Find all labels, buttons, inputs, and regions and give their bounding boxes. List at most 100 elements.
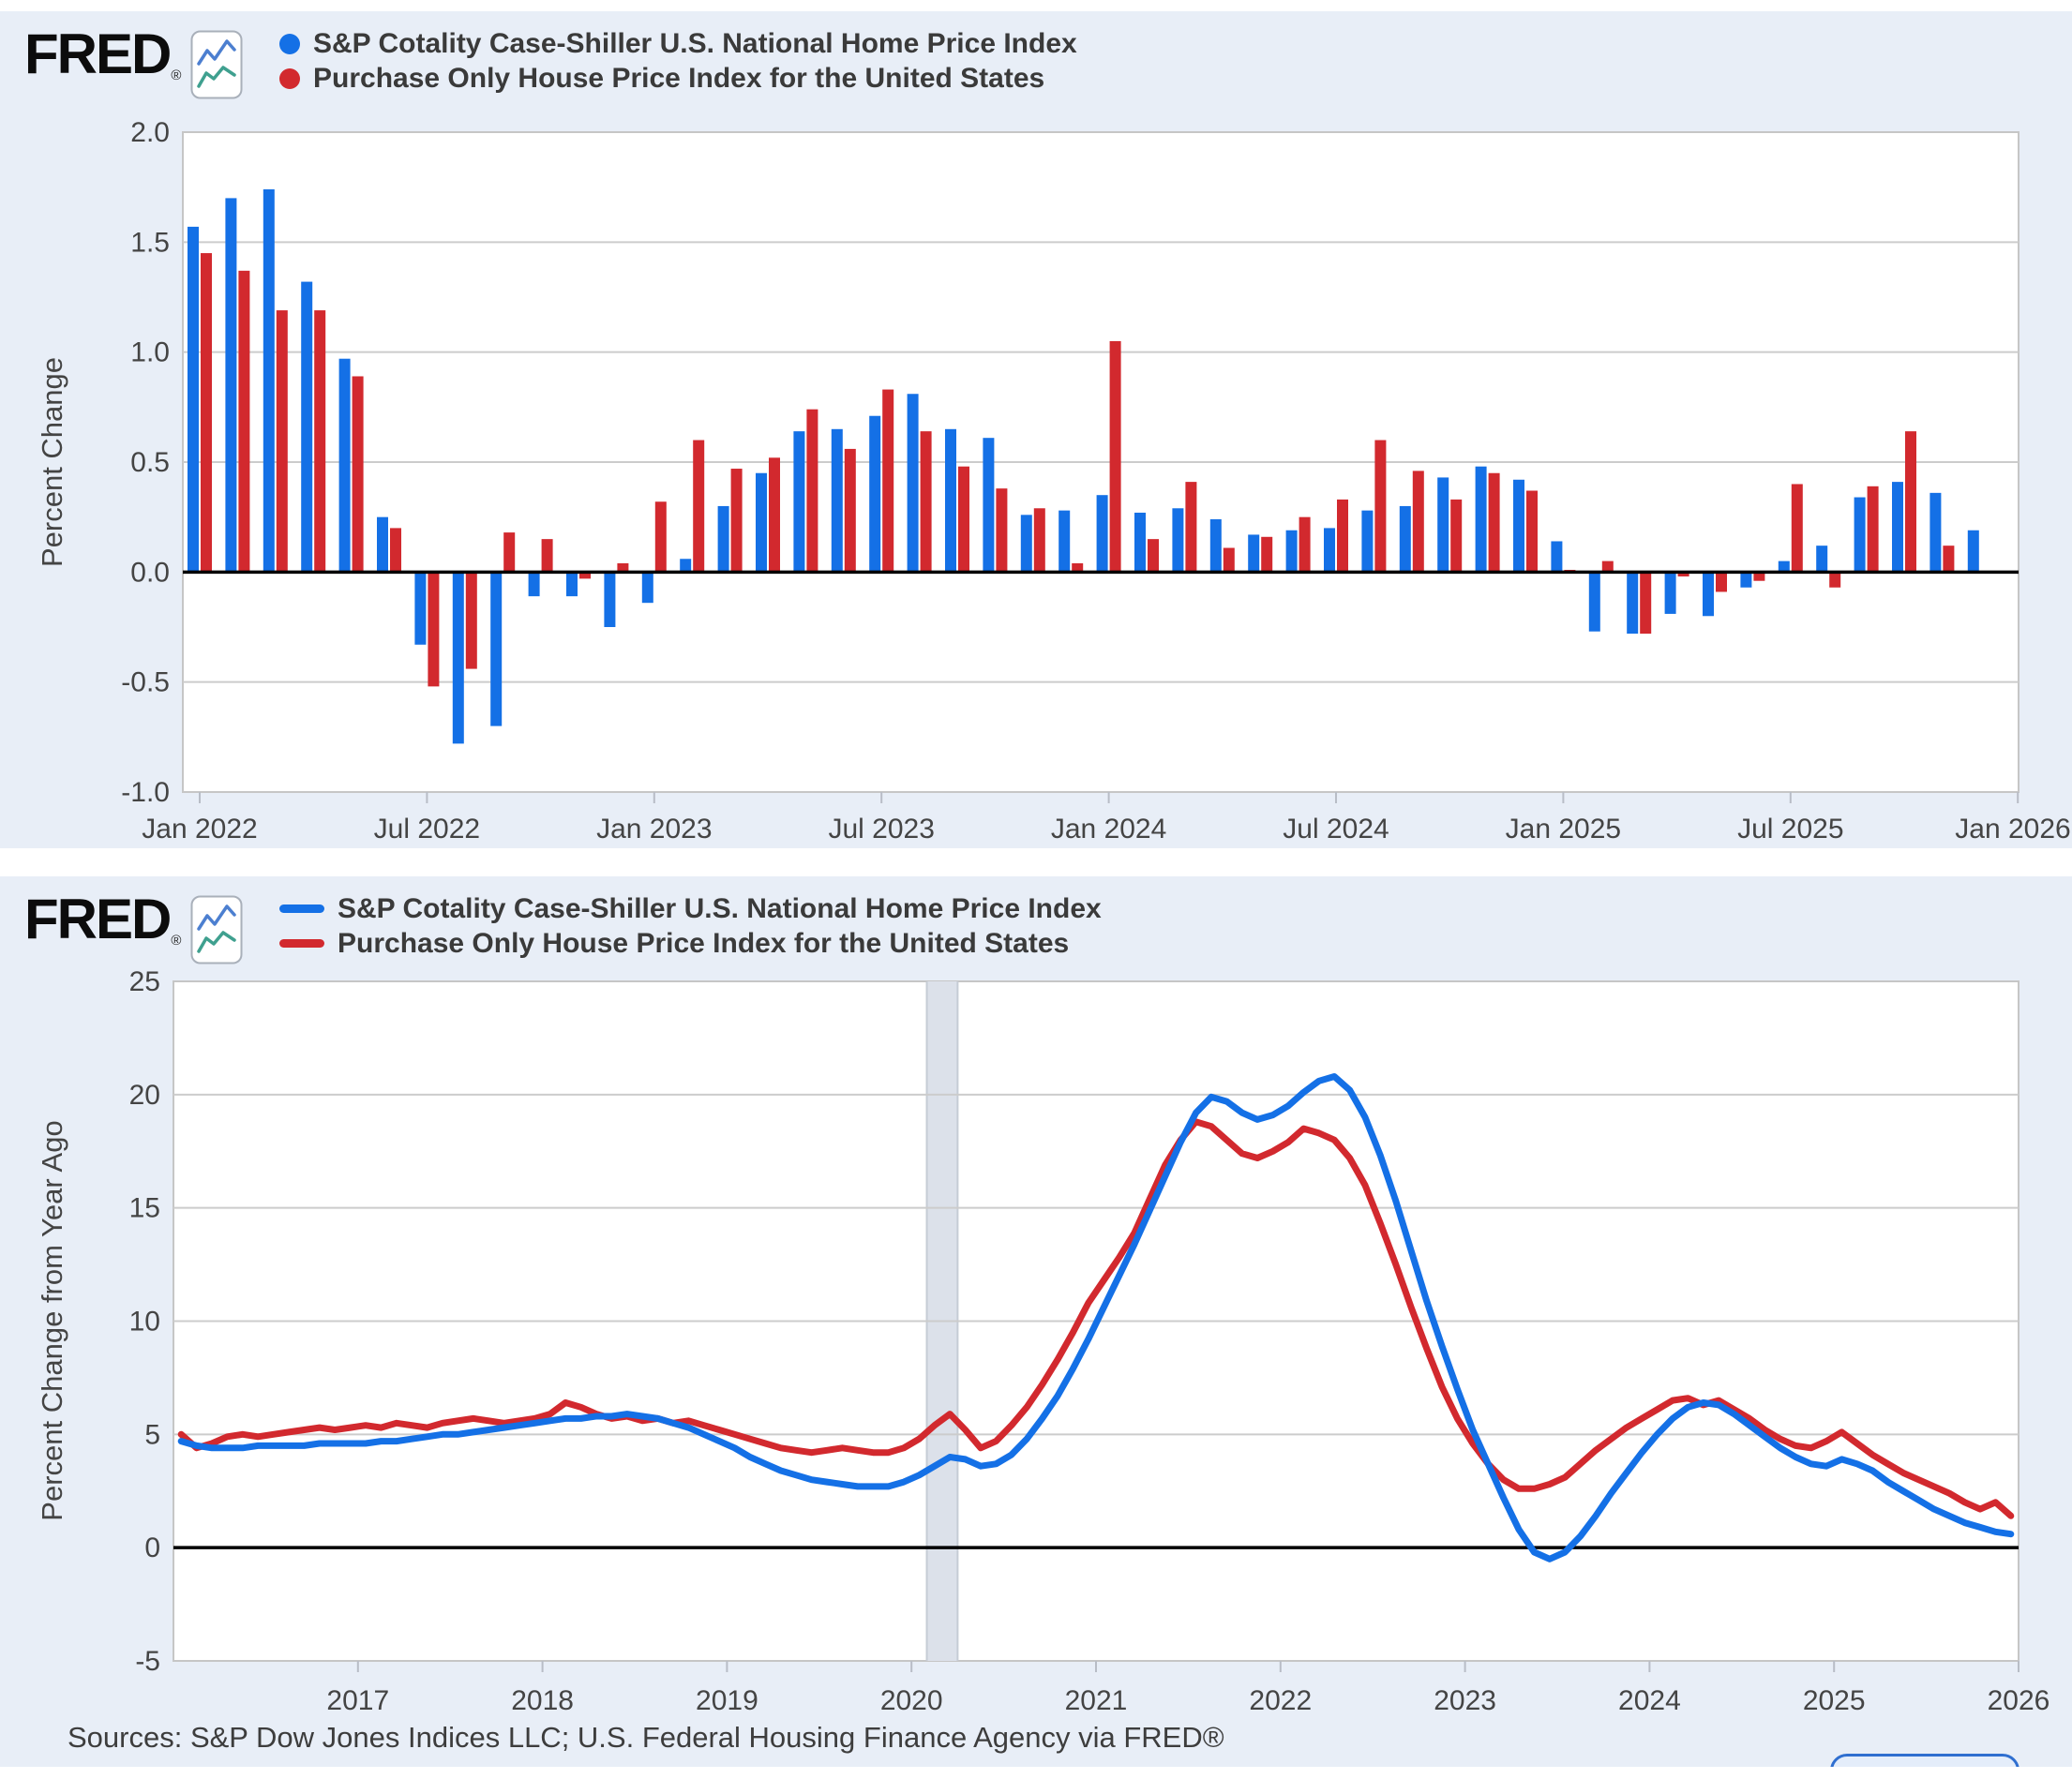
svg-text:0.0: 0.0 (130, 557, 170, 588)
bar (352, 376, 364, 573)
fred-logo: FRED ® (24, 26, 243, 99)
fred-logo-text: FRED (24, 22, 172, 85)
bar (654, 501, 667, 573)
svg-text:Jul 2024: Jul 2024 (1283, 814, 1389, 845)
series2-label: Purchase Only House Price Index for the … (313, 62, 1045, 94)
bar (1096, 495, 1108, 573)
series1-label: S&P Cotality Case-Shiller U.S. National … (313, 27, 1077, 59)
bar (1664, 572, 1676, 614)
bar (1223, 547, 1235, 573)
bar (1601, 561, 1614, 573)
series1-dot-icon (279, 33, 300, 54)
bar (1248, 534, 1260, 573)
bar (1374, 440, 1387, 573)
svg-text:Jul 2025: Jul 2025 (1737, 814, 1843, 845)
svg-text:-1.0: -1.0 (121, 777, 170, 808)
bar (844, 448, 856, 573)
bar (1299, 516, 1311, 573)
line-series-0[interactable] (177, 1073, 2015, 1562)
bar (1450, 499, 1463, 573)
svg-text:2.0: 2.0 (130, 117, 170, 148)
bar (338, 358, 351, 573)
bar (1209, 519, 1222, 573)
svg-text:20: 20 (129, 1080, 160, 1111)
svg-text:2017: 2017 (326, 1685, 389, 1716)
y-tick-labels: 2.0 1.5 1.0 0.5 0.0 -0.5 -1.0 (121, 117, 170, 808)
svg-text:-5: -5 (135, 1646, 160, 1677)
svg-text:25: 25 (129, 966, 160, 997)
bar (1109, 340, 1121, 573)
series1-line-icon (279, 904, 324, 913)
bar (604, 572, 616, 627)
bar (1526, 490, 1538, 573)
bar (1716, 572, 1727, 592)
bar (1703, 572, 1714, 617)
series2-label-bottom: Purchase Only House Price Index for the … (338, 927, 1070, 959)
bar (1905, 431, 1916, 573)
svg-text:10: 10 (129, 1307, 160, 1338)
svg-text:2021: 2021 (1065, 1685, 1128, 1716)
legend-item-fhfa-line: Purchase Only House Price Index for the … (279, 926, 1102, 961)
bar (1148, 539, 1159, 573)
bar (1488, 472, 1500, 573)
bar (1261, 536, 1273, 573)
svg-text:2020: 2020 (880, 1685, 943, 1716)
bar (996, 488, 1008, 573)
svg-text:2026: 2026 (1988, 1685, 2050, 1716)
bar (1412, 471, 1424, 573)
bar (1778, 561, 1790, 573)
bar-chart-panel: FRED ® S&P Cotality Case-Shiller U.S. Nat… (0, 11, 2072, 848)
bar (452, 572, 464, 744)
bar (717, 505, 729, 573)
bar (541, 539, 553, 573)
partial-button[interactable] (1830, 1754, 2019, 1767)
svg-text:2025: 2025 (1803, 1685, 1866, 1716)
svg-text:Jan 2024: Jan 2024 (1051, 814, 1166, 845)
svg-text:Jan 2022: Jan 2022 (142, 814, 257, 845)
bar (1185, 482, 1197, 573)
bar (1753, 572, 1765, 581)
bar (188, 226, 199, 573)
bar (1361, 510, 1374, 573)
svg-text:Jan 2026: Jan 2026 (1955, 814, 2070, 845)
bar (276, 310, 288, 573)
registered-mark-bottom: ® (171, 933, 182, 949)
bar (1437, 477, 1449, 573)
bar (1059, 510, 1071, 573)
bar (769, 457, 780, 573)
bar (1829, 572, 1841, 588)
sources-text: Sources: S&P Dow Jones Indices LLC; U.S.… (68, 1721, 1224, 1754)
svg-text:2022: 2022 (1249, 1685, 1312, 1716)
bar (301, 281, 313, 573)
svg-text:Jan 2025: Jan 2025 (1506, 814, 1621, 845)
bar (1854, 497, 1866, 573)
bar (1033, 508, 1045, 573)
bar (693, 440, 705, 573)
bar (945, 428, 956, 573)
bar (1943, 546, 1955, 573)
legend-item-case-shiller: S&P Cotality Case-Shiller U.S. National … (279, 26, 1077, 61)
svg-text:-0.5: -0.5 (121, 667, 170, 698)
bar (503, 532, 516, 573)
series2-dot-icon (279, 67, 300, 89)
y-tick-labels: 25 20 15 10 5 0 -5 (129, 966, 160, 1677)
registered-mark: ® (171, 67, 182, 83)
x-axis: Jan 2022 Jul 2022 Jan 2023 Jul 2023 Jan 2024… (142, 792, 2071, 845)
svg-text:Jul 2023: Jul 2023 (828, 814, 934, 845)
bar (314, 310, 326, 573)
bar (1551, 541, 1563, 573)
svg-text:5: 5 (144, 1419, 160, 1450)
bar (1892, 482, 1903, 573)
svg-text:2023: 2023 (1434, 1685, 1496, 1716)
line-chart[interactable]: 25 20 15 10 5 0 -5 2017 2018 2019 2020 2021 2022 2023… (0, 876, 2072, 1767)
bars-series-1[interactable] (201, 253, 1955, 687)
bar (806, 409, 818, 573)
bar (1791, 484, 1803, 573)
bar (465, 572, 477, 669)
bars-series-0[interactable] (188, 189, 1979, 744)
bar (1513, 479, 1524, 573)
x-axis: 2017 2018 2019 2020 2021 2022 2023 2024 2025 2026 (326, 1661, 2049, 1716)
bar (1134, 512, 1146, 573)
